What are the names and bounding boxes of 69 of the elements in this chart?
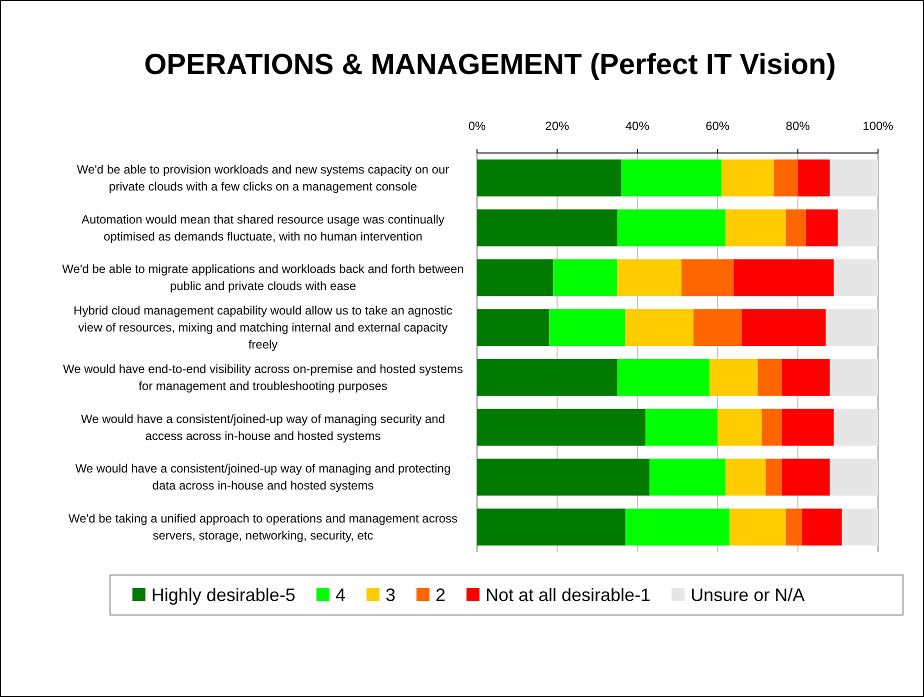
legend-label: 4 xyxy=(335,585,346,605)
bar xyxy=(553,259,618,296)
bar xyxy=(734,259,834,296)
bar xyxy=(477,259,554,296)
bar xyxy=(477,458,650,496)
bar xyxy=(617,358,710,396)
y-tick-label: We would have a consistent/joined-up way of managing and protecting data across in-house and hosted systems xyxy=(75,462,451,493)
bar xyxy=(625,508,730,546)
bar xyxy=(477,358,618,396)
bar xyxy=(742,309,826,346)
y-tick-label: We'd be taking a unified approach to operations and management across servers, storage, networking, security, etc xyxy=(68,512,458,543)
bar xyxy=(786,209,806,246)
bar xyxy=(694,309,742,346)
x-tick-label: 100% xyxy=(862,119,894,133)
bar xyxy=(838,209,878,246)
bar xyxy=(806,209,838,246)
bar xyxy=(477,209,618,246)
bar xyxy=(649,458,726,496)
bar xyxy=(766,458,782,496)
y-tick-label: We'd be able to provision workloads and new systems capacity on our private clouds with a few clicks on a management console xyxy=(76,162,450,194)
chart-title: OPERATIONS & MANAGEMENT (Perfect IT Vision) xyxy=(144,49,836,81)
bar xyxy=(477,508,626,546)
bar xyxy=(782,458,830,496)
y-tick-label: We'd be able to migrate applications and workloads back and forth between public and private clouds with ease xyxy=(62,262,464,294)
x-tick-label: 20% xyxy=(545,119,570,133)
bar xyxy=(682,259,734,296)
bar xyxy=(826,309,878,346)
bar xyxy=(758,358,782,396)
bar xyxy=(834,259,878,296)
bar xyxy=(782,358,830,396)
bar xyxy=(549,309,626,346)
bar xyxy=(617,259,682,296)
legend-label: 2 xyxy=(435,585,446,605)
bar xyxy=(722,159,774,196)
bar xyxy=(617,209,726,246)
y-tick-label: Automation would mean that shared resource usage was continually optimised as demands fluctuate, with no human intervention xyxy=(82,212,444,244)
bar xyxy=(645,408,718,446)
bar xyxy=(477,408,646,446)
bar xyxy=(477,309,550,346)
y-tick-label: We would have a consistent/joined-up way of managing security and access across in-house and hosted systems xyxy=(81,412,445,443)
x-tick-label: 80% xyxy=(786,119,810,133)
x-tick-label: 40% xyxy=(625,119,650,133)
bar xyxy=(802,508,842,546)
bar xyxy=(842,508,878,546)
bar xyxy=(830,159,878,196)
bar xyxy=(726,458,766,496)
bar xyxy=(621,159,722,196)
y-tick-label: Hybrid cloud management capability would allow us to take an agnostic view of resources, mixing and matching internal and external capacity freely xyxy=(74,304,452,352)
x-tick-label: 0% xyxy=(468,119,486,133)
legend-label: Highly desirable-5 xyxy=(151,585,296,605)
bar xyxy=(798,159,830,196)
bar xyxy=(786,508,802,546)
bar xyxy=(830,358,878,396)
bar xyxy=(710,358,758,396)
y-tick-label: We would have end-to-end visibility across on-premise and hosted systems for management and troubleshooting purposes xyxy=(63,362,463,393)
bar xyxy=(726,209,786,246)
x-tick-label: 60% xyxy=(706,119,730,133)
bar xyxy=(718,408,762,446)
bar xyxy=(477,159,622,196)
bar xyxy=(625,309,694,346)
legend-label: Not at all desirable-1 xyxy=(485,585,651,605)
bar xyxy=(834,408,878,446)
bar xyxy=(782,408,834,446)
bar xyxy=(774,159,798,196)
legend-label: Unsure or N/A xyxy=(690,585,805,605)
bar xyxy=(830,458,878,496)
bar xyxy=(762,408,782,446)
legend-label: 3 xyxy=(385,585,396,605)
bar xyxy=(730,508,786,546)
